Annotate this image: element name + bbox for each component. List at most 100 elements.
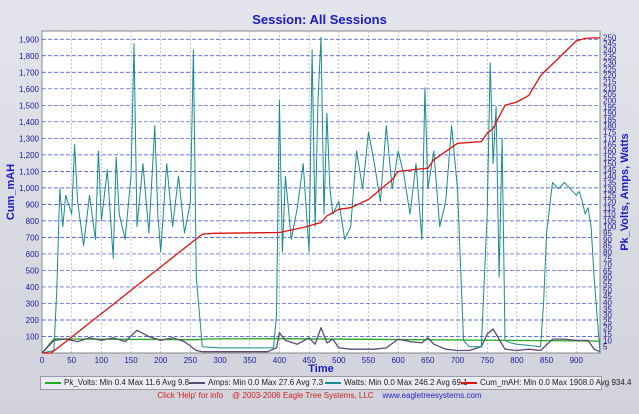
x-tick-label: 50: [67, 356, 76, 365]
y-right-tick-label: 135: [603, 179, 617, 188]
y-left-tick-label: 400: [26, 283, 40, 292]
y-left-tick-label: 1,800: [19, 52, 40, 61]
y-right-tick-label: 65: [603, 267, 612, 276]
y-right-tick-label: 20: [603, 324, 612, 333]
x-tick-label: 800: [510, 356, 524, 365]
y-right-tick-label: 55: [603, 280, 612, 289]
y-right-tick-label: 125: [603, 191, 617, 200]
y-right-tick-label: 35: [603, 305, 612, 314]
y-left-tick-label: 1,000: [19, 184, 40, 193]
y-left-tick-label: 600: [26, 250, 40, 259]
footer: Click 'Help' for info @ 2003-2006 Eagle …: [0, 391, 639, 400]
x-tick-label: 400: [273, 356, 287, 365]
y-right-tick-label: 15: [603, 330, 612, 339]
x-axis-label: Time: [308, 363, 333, 375]
y-left-tick-label: 800: [26, 217, 40, 226]
y-right-tick-label: 165: [603, 141, 617, 150]
y-right-tick-label: 70: [603, 261, 612, 270]
y-right-tick-label: 180: [603, 122, 617, 131]
y-right-tick-label: 250: [603, 33, 617, 42]
y-right-tick-label: 40: [603, 298, 612, 307]
y-right-tick-label: 130: [603, 185, 617, 194]
x-tick-label: 850: [540, 356, 554, 365]
y-right-tick-label: 190: [603, 109, 617, 118]
y-right-tick-label: 10: [603, 336, 612, 345]
legend-item-amps: Amps: Min 0.0 Max 27.6 Avg 7.3: [189, 377, 323, 389]
legend-swatch: [45, 381, 61, 384]
x-tick-label: 700: [451, 356, 465, 365]
footer-copyright: @ 2003-2006 Eagle Tree Systems, LLC: [232, 391, 374, 400]
y-right-tick-label: 115: [603, 204, 616, 213]
x-tick-label: 0: [40, 356, 45, 365]
y-left-axis-label: Cum_mAH: [5, 164, 17, 220]
x-tick-label: 900: [570, 356, 584, 365]
y-right-tick-label: 75: [603, 254, 612, 263]
y-left-tick-label: 1,600: [19, 85, 40, 94]
y-right-tick-label: 205: [603, 90, 617, 99]
y-right-tick-label: 85: [603, 242, 612, 251]
y-right-tick-label: 25: [603, 317, 612, 326]
y-left-tick-label: 900: [26, 200, 40, 209]
left-axis-ticks: 100 200 300 400 500 600 700 800 900 1,000 1,100 1,2…: [19, 35, 40, 341]
y-right-tick-label: 230: [603, 59, 617, 68]
y-right-tick-label: 160: [603, 147, 617, 156]
legend-swatch: [325, 381, 341, 384]
x-tick-label: 350: [243, 356, 257, 365]
footer-help: Click 'Help' for info: [157, 391, 224, 400]
y-left-tick-label: 1,100: [19, 167, 40, 176]
legend-swatch: [189, 381, 205, 384]
y-right-axis-label: Pk_Volts, Amps, Watts: [619, 133, 631, 251]
y-right-tick-label: 5: [603, 343, 608, 352]
y-right-tick-label: 240: [603, 46, 617, 55]
x-tick-label: 200: [154, 356, 168, 365]
y-left-tick-label: 1,300: [19, 134, 40, 143]
x-tick-label: 150: [124, 356, 138, 365]
legend-swatch: [461, 381, 477, 384]
x-tick-label: 750: [481, 356, 495, 365]
y-right-tick-label: 120: [603, 197, 617, 206]
x-tick-label: 600: [391, 356, 405, 365]
footer-url-link[interactable]: www.eagletreesystems.com: [382, 391, 482, 400]
series-line-cum-mah: [42, 37, 600, 354]
x-tick-label: 450: [302, 356, 316, 365]
y-right-tick-label: 50: [603, 286, 612, 295]
y-right-tick-label: 150: [603, 160, 617, 169]
y-right-tick-label: 95: [603, 229, 612, 238]
y-right-tick-label: 90: [603, 235, 612, 244]
y-right-tick-label: 200: [603, 96, 617, 105]
y-left-tick-label: 1,700: [19, 68, 40, 77]
y-left-tick-label: 1,900: [19, 35, 40, 44]
y-right-tick-label: 60: [603, 273, 612, 282]
y-right-tick-label: 100: [603, 223, 617, 232]
y-right-tick-label: 170: [603, 134, 617, 143]
x-tick-label: 500: [332, 356, 346, 365]
legend-item-pk-volts: Pk_Volts: Min 0.4 Max 11.6 Avg 9.8: [45, 377, 189, 389]
y-right-tick-label: 30: [603, 311, 612, 320]
grid: [42, 31, 600, 353]
plot-area: [41, 30, 601, 354]
y-left-tick-label: 100: [26, 332, 40, 341]
legend-item-cum-mah: Cum_mAH: Min 0.0 Max 1908.0 Avg 934.4: [461, 377, 632, 389]
y-left-tick-label: 1,500: [19, 101, 40, 110]
x-tick-label: 550: [362, 356, 376, 365]
y-left-tick-label: 300: [26, 299, 40, 308]
right-axis-ticks: 5101520253035404550556065707580859095100…: [603, 33, 617, 351]
legend-item-watts: Watts: Min 0.0 Max 246.2 Avg 69.1: [325, 377, 468, 389]
y-right-tick-label: 225: [603, 65, 617, 74]
y-right-tick-label: 45: [603, 292, 612, 301]
legend: Pk_Volts: Min 0.4 Max 11.6 Avg 9.8 Amps:…: [40, 376, 632, 390]
x-axis-ticks: 0 50 100 150 200 250 300 350 400 450 500 550 600 650 7…: [40, 356, 584, 365]
y-left-tick-label: 1,400: [19, 118, 40, 127]
y-right-tick-label: 175: [603, 128, 617, 137]
y-right-tick-label: 220: [603, 71, 617, 80]
y-left-tick-label: 200: [26, 316, 40, 325]
y-left-tick-label: 700: [26, 233, 40, 242]
series-line-amps: [41, 327, 601, 354]
y-right-tick-label: 140: [603, 172, 617, 181]
series-line-watts: [41, 36, 601, 354]
y-right-tick-label: 215: [603, 78, 617, 87]
x-tick-label: 650: [421, 356, 435, 365]
y-right-tick-label: 110: [603, 210, 616, 219]
y-right-tick-label: 210: [603, 84, 617, 93]
